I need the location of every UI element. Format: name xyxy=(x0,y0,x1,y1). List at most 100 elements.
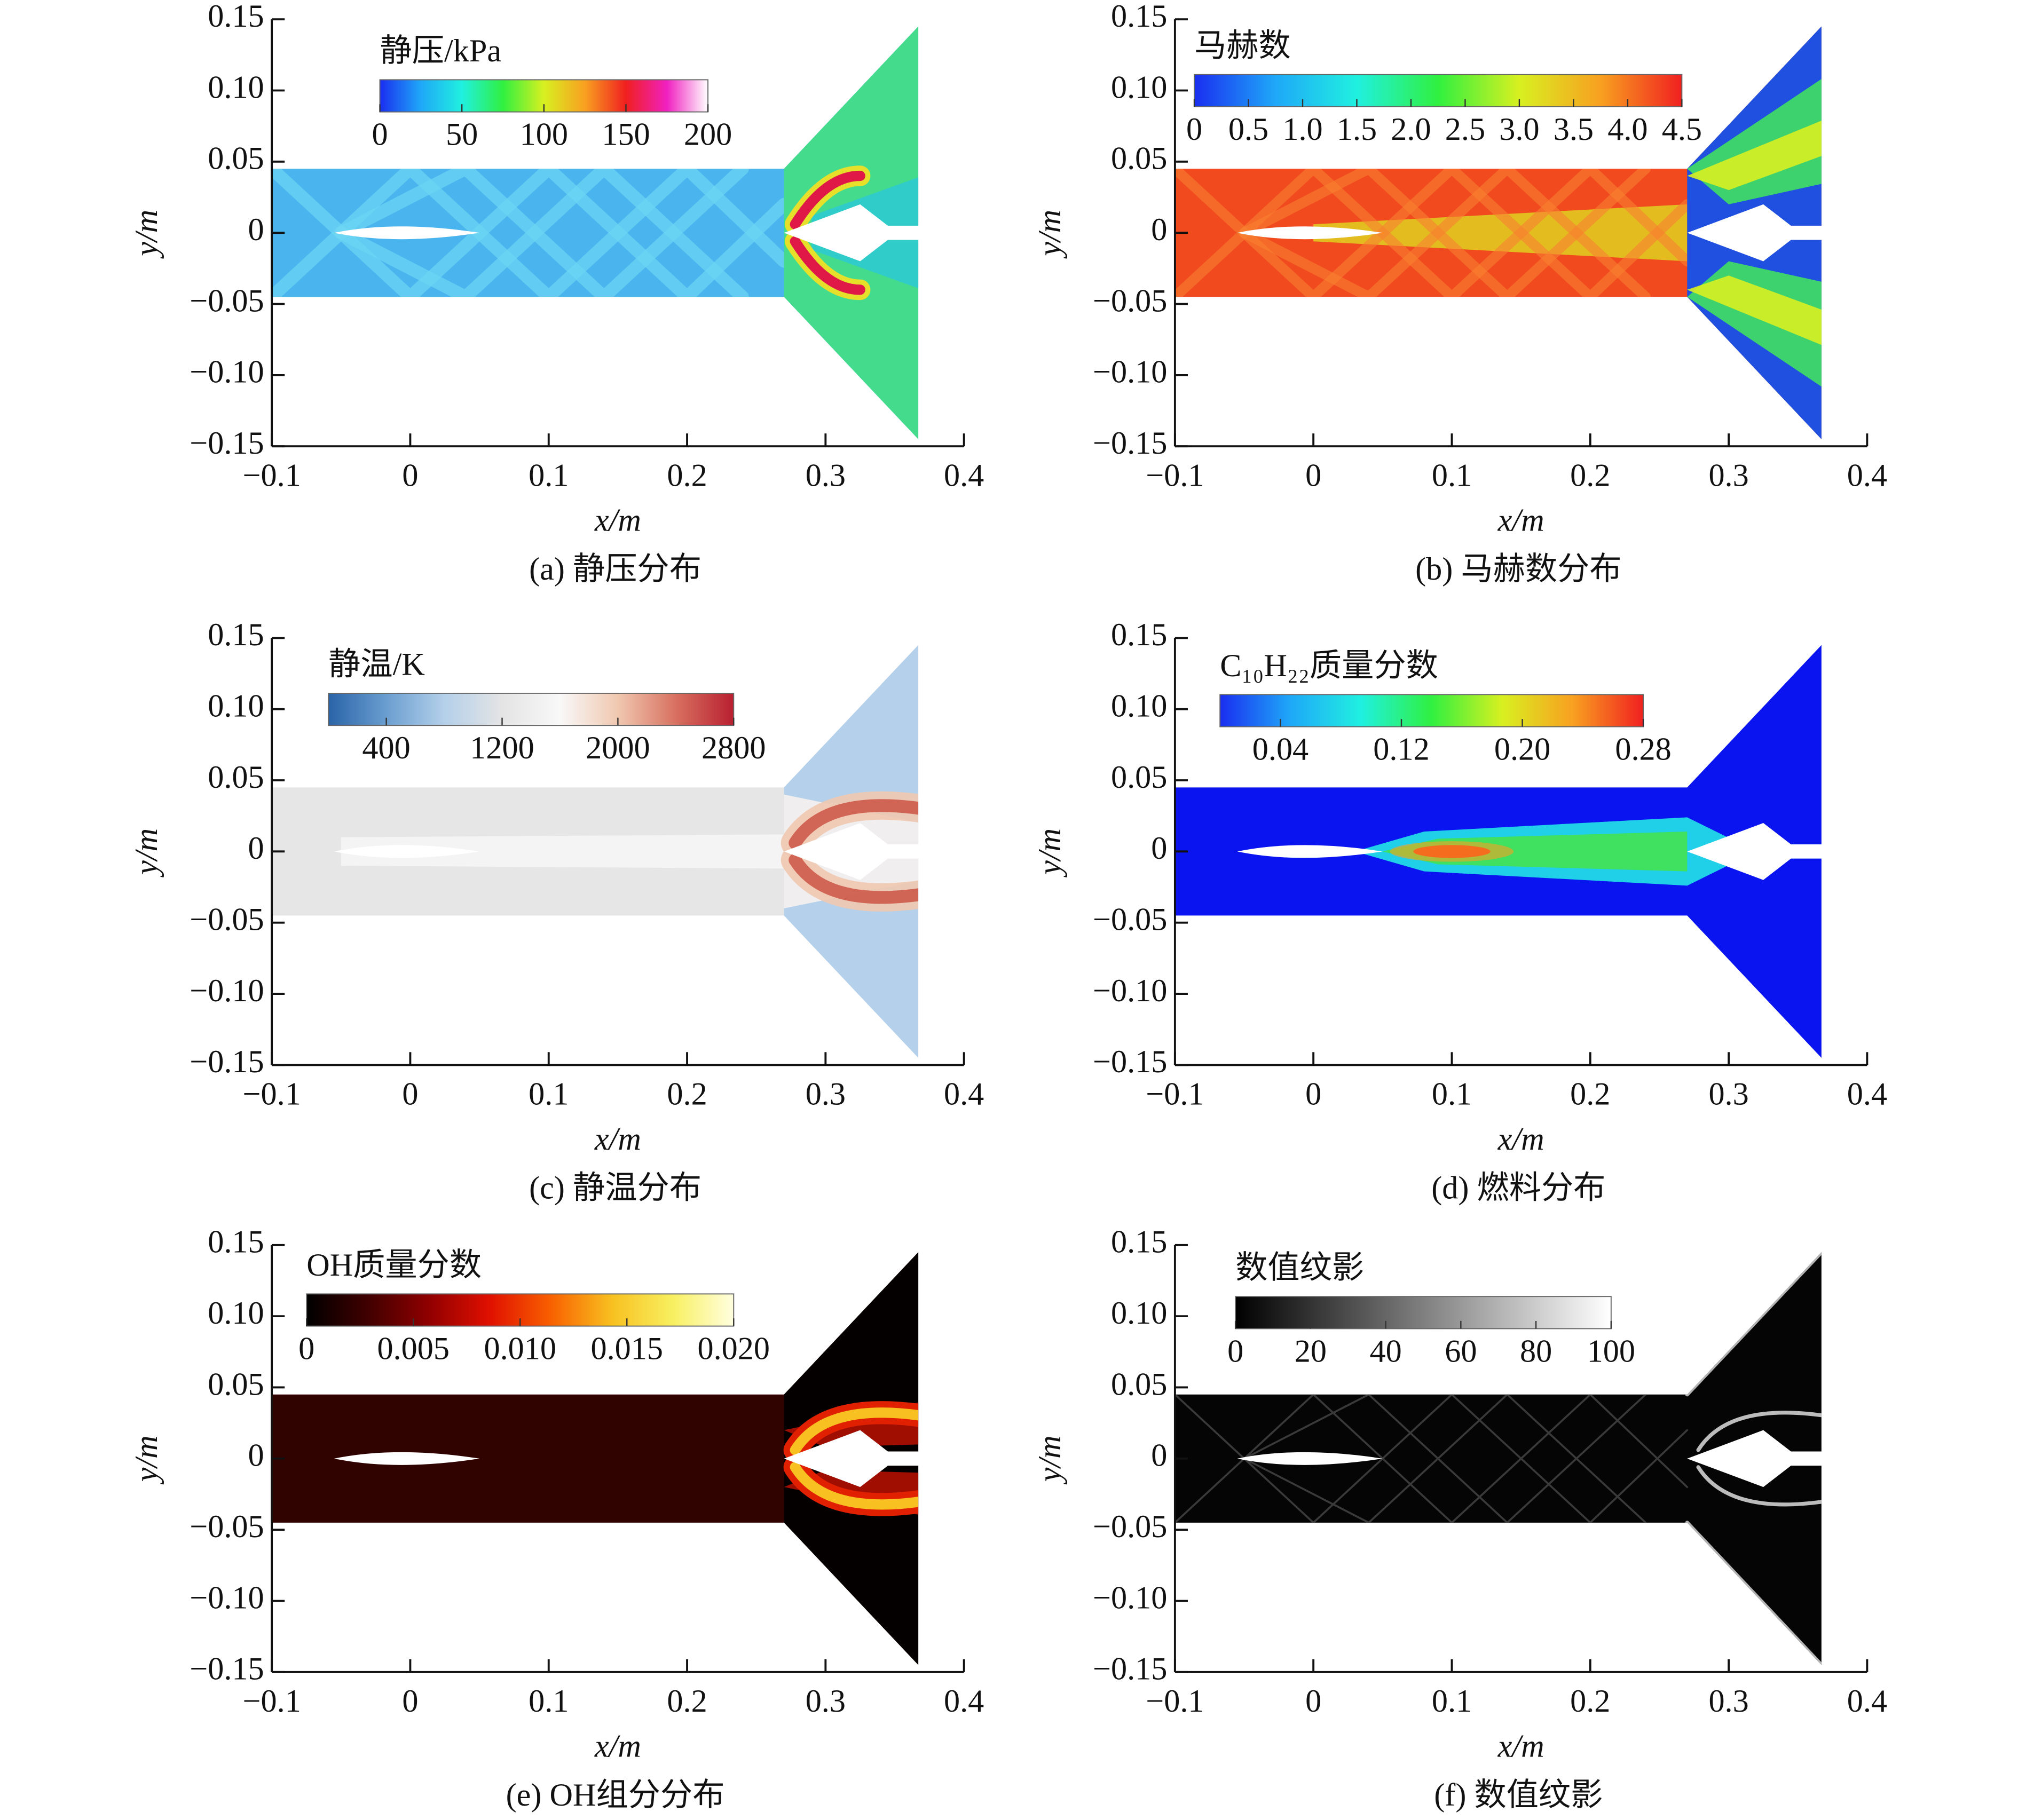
field-feature xyxy=(1174,161,1692,304)
colorbar-tick-label: 2000 xyxy=(586,730,650,766)
x-tick-label: 0.2 xyxy=(1570,457,1610,493)
y-tick-label: 0.05 xyxy=(208,1366,264,1402)
field-feature xyxy=(272,160,791,306)
colorbar-tick-label: 0.020 xyxy=(698,1331,770,1367)
colorbar-tick-label: 2.0 xyxy=(1391,112,1431,147)
y-tick-label: −0.15 xyxy=(190,1651,264,1687)
colorbar-tick-label: 0 xyxy=(1186,112,1202,147)
y-tick-label: −0.05 xyxy=(1093,902,1167,938)
x-tick-label: 0.4 xyxy=(1847,1683,1887,1719)
field-feature xyxy=(1239,162,1651,303)
colorbar-tick-label: 3.5 xyxy=(1554,112,1594,147)
x-tick-label: −0.1 xyxy=(242,1076,301,1112)
colorbar-tick-label: 100 xyxy=(520,117,568,153)
x-tick-label: 0 xyxy=(402,1076,418,1112)
flow-field xyxy=(1174,645,1822,1058)
x-axis-label: x/m xyxy=(1497,503,1544,539)
x-tick-label: 0.3 xyxy=(806,1076,846,1112)
colorbar-tick-label: 80 xyxy=(1520,1333,1552,1369)
y-tick-label: 0.15 xyxy=(1111,617,1167,653)
caption: (f) 数值纹影 xyxy=(1434,1777,1603,1813)
airfoil xyxy=(1237,226,1383,240)
x-tick-label: 0.4 xyxy=(944,1076,984,1112)
y-tick-label: −0.10 xyxy=(190,1580,264,1616)
plug xyxy=(1687,204,1826,262)
colorbar-tick-label: 2.5 xyxy=(1445,112,1485,147)
y-axis-label: y/m xyxy=(129,210,164,259)
y-tick-label: −0.15 xyxy=(1093,1044,1167,1080)
colorbar xyxy=(1219,694,1644,727)
caption: (b) 马赫数分布 xyxy=(1415,551,1621,587)
field-feature xyxy=(1390,841,1514,862)
colorbar-title: 静温/K xyxy=(328,647,425,683)
x-tick-label: 0.1 xyxy=(529,457,569,493)
y-tick-label: 0 xyxy=(1151,830,1167,866)
x-tick-label: 0 xyxy=(1305,457,1321,493)
colorbar-tick-label: 0.005 xyxy=(377,1331,450,1367)
y-axis-label: y/m xyxy=(1032,210,1068,259)
field-region xyxy=(1687,275,1822,347)
colorbar-tick-label: 40 xyxy=(1369,1333,1401,1369)
colorbar-title: 数值纹影 xyxy=(1235,1250,1364,1286)
caption: (c) 静温分布 xyxy=(529,1170,701,1206)
y-axis-label: y/m xyxy=(1032,1435,1068,1485)
x-tick-label: 0.1 xyxy=(1432,1683,1472,1719)
colorbar-tick-label: 0 xyxy=(372,117,388,153)
y-tick-label: 0.15 xyxy=(1111,0,1167,34)
x-tick-label: 0.4 xyxy=(1847,1076,1887,1112)
y-tick-label: 0.15 xyxy=(1111,1224,1167,1260)
y-tick-label: −0.05 xyxy=(190,902,264,938)
x-tick-label: 0.1 xyxy=(1432,457,1472,493)
field-feature xyxy=(1696,1465,1822,1507)
colorbar-tick-label: 20 xyxy=(1295,1333,1327,1369)
x-tick-label: 0 xyxy=(402,457,418,493)
airfoil xyxy=(334,1452,480,1465)
y-tick-label: 0.10 xyxy=(1111,69,1167,105)
y-tick-label: 0.15 xyxy=(208,1224,264,1260)
field-region xyxy=(1687,118,1822,191)
y-tick-label: 0 xyxy=(248,212,264,248)
y-tick-label: −0.10 xyxy=(190,354,264,390)
colorbar-tick-label: 1200 xyxy=(470,730,534,766)
y-tick-label: 0.05 xyxy=(208,759,264,795)
y-tick-label: 0.15 xyxy=(208,0,264,34)
y-tick-label: 0.05 xyxy=(208,141,264,177)
x-tick-label: 0.4 xyxy=(944,1683,984,1719)
colorbar-tick-label: 400 xyxy=(362,730,410,766)
colorbar-title: 静压/kPa xyxy=(380,33,502,69)
x-tick-label: 0.3 xyxy=(806,457,846,493)
plug xyxy=(1687,1430,1826,1487)
field-feature xyxy=(1174,1393,1689,1524)
field-feature xyxy=(790,236,865,295)
caption: (d) 燃料分布 xyxy=(1431,1170,1605,1206)
y-tick-label: 0.10 xyxy=(208,69,264,105)
colorbar-tick-label: 0 xyxy=(298,1331,314,1367)
x-axis-label: x/m xyxy=(1497,1728,1544,1764)
field-feature xyxy=(789,853,919,904)
y-tick-label: −0.15 xyxy=(1093,1651,1167,1687)
plug xyxy=(784,204,923,262)
x-tick-label: −0.1 xyxy=(242,1683,301,1719)
field-feature xyxy=(790,170,865,230)
y-tick-label: 0.15 xyxy=(208,617,264,653)
colorbar-tick-label: 1.5 xyxy=(1337,112,1377,147)
y-tick-label: 0.10 xyxy=(208,1295,264,1331)
colorbar xyxy=(328,692,735,726)
field-feature xyxy=(1174,162,1692,304)
colorbar-tick-label: 4.0 xyxy=(1607,112,1647,147)
colorbar-title: 马赫数 xyxy=(1194,28,1291,64)
field-feature xyxy=(789,799,919,850)
airfoil xyxy=(334,845,480,858)
y-tick-label: −0.05 xyxy=(1093,1509,1167,1545)
field-region xyxy=(341,834,784,869)
x-tick-label: −0.1 xyxy=(1146,1076,1204,1112)
colorbar xyxy=(1235,1296,1612,1330)
y-tick-label: 0.05 xyxy=(1111,759,1167,795)
y-tick-label: 0.10 xyxy=(1111,688,1167,724)
x-tick-label: 0.1 xyxy=(529,1683,569,1719)
y-tick-label: 0 xyxy=(1151,212,1167,248)
field-feature xyxy=(1243,1393,1647,1524)
colorbar-tick-label: 0.28 xyxy=(1615,732,1671,767)
